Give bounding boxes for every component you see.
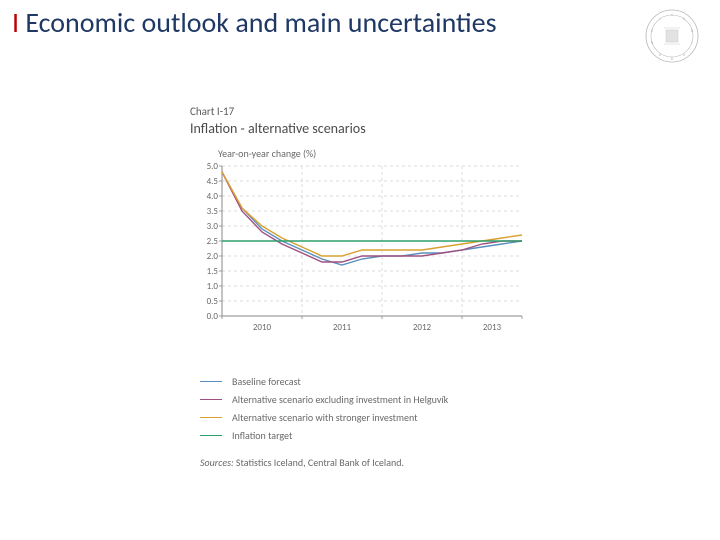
chart-plot: 0.0 0.5 1.0 1.5 2.0 2.5 3.0 3.5 4.0 4.5 5.0 2010 201… [190, 162, 530, 347]
svg-text:2010: 2010 [253, 322, 272, 333]
title-accent: I [12, 5, 19, 40]
logo-seal: S E D L A B A N K I [644, 8, 700, 64]
legend-swatch [200, 381, 222, 382]
legend-swatch [200, 417, 222, 418]
legend-item: Alternative scenario with stronger inves… [200, 411, 550, 424]
legend-label: Alternative scenario with stronger inves… [232, 411, 418, 424]
legend-label: Baseline forecast [232, 375, 301, 388]
slide: I Economic outlook and main uncertaintie… [0, 0, 720, 540]
page-title: I Economic outlook and main uncertaintie… [12, 6, 497, 40]
chart-title: Inflation - alternative scenarios [190, 120, 550, 137]
svg-text:0.0: 0.0 [207, 311, 219, 322]
chart-sources: Sources: Statistics Iceland, Central Ban… [200, 456, 550, 469]
chart-number: Chart I-17 [190, 105, 550, 118]
svg-text:3.5: 3.5 [207, 206, 219, 217]
legend-label: Inflation target [232, 429, 292, 442]
svg-text:5.0: 5.0 [207, 162, 219, 172]
svg-text:1.0: 1.0 [207, 281, 219, 292]
sources-label: Sources: [200, 456, 234, 469]
svg-text:2.0: 2.0 [207, 251, 219, 262]
legend-item: Alternative scenario excluding investmen… [200, 393, 550, 406]
legend-swatch [200, 399, 222, 400]
svg-text:S: S [671, 13, 673, 18]
y-axis-label: Year-on-year change (%) [218, 147, 550, 160]
svg-text:2.5: 2.5 [207, 236, 219, 247]
svg-text:2012: 2012 [413, 322, 432, 333]
svg-text:I: I [659, 17, 660, 22]
svg-text:E: E [683, 17, 685, 22]
svg-text:N: N [651, 41, 654, 46]
legend-item: Inflation target [200, 429, 550, 442]
chart-legend: Baseline forecast Alternative scenario ex… [200, 375, 550, 442]
chart-container: Chart I-17 Inflation - alternative scena… [190, 105, 550, 469]
svg-text:2011: 2011 [333, 322, 352, 333]
svg-text:L: L [691, 41, 693, 46]
svg-text:0.5: 0.5 [207, 296, 219, 307]
title-text: Economic outlook and main uncertainties [19, 5, 496, 40]
svg-text:4.0: 4.0 [207, 191, 219, 202]
legend-label: Alternative scenario excluding investmen… [232, 393, 448, 406]
svg-text:1.5: 1.5 [207, 266, 219, 277]
svg-text:3.0: 3.0 [207, 221, 219, 232]
svg-text:D: D [691, 29, 694, 34]
legend-item: Baseline forecast [200, 375, 550, 388]
svg-text:2013: 2013 [483, 322, 502, 333]
legend-swatch [200, 435, 222, 436]
svg-text:A: A [683, 53, 686, 58]
sources-text: Statistics Iceland, Central Bank of Icel… [234, 456, 404, 469]
svg-text:K: K [651, 29, 654, 34]
svg-text:4.5: 4.5 [207, 176, 219, 187]
svg-text:A: A [659, 53, 662, 58]
svg-text:B: B [671, 57, 673, 62]
